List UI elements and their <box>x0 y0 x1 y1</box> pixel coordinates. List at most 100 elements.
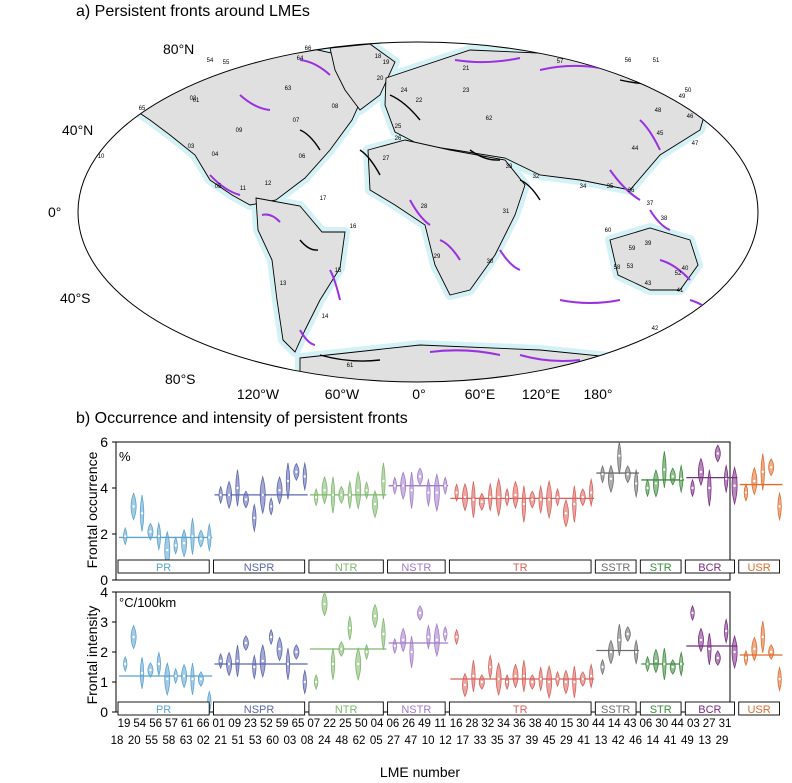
x-tick-label-top: 54 <box>133 718 146 730</box>
violin-median-dot <box>618 638 621 642</box>
violin-median-dot <box>556 496 559 499</box>
violin-median-dot <box>724 477 728 480</box>
violin-median-dot <box>589 491 593 494</box>
x-tick-label-top: 30 <box>655 718 668 730</box>
x-tick-label-top: 49 <box>418 718 431 730</box>
front-segment <box>319 354 381 362</box>
violin-median-dot <box>480 500 484 503</box>
violin-median-dot <box>253 516 256 520</box>
violin-median-dot <box>708 647 711 651</box>
front-segment <box>519 179 541 201</box>
x-tick-label-top: 01 <box>212 718 225 730</box>
lat-label-80s: 80°S <box>165 371 196 387</box>
x-tick-label-top: 09 <box>228 718 241 730</box>
violin-median-dot <box>522 502 526 506</box>
lme-label: 16 <box>350 224 357 230</box>
violin-median-dot <box>435 491 439 494</box>
violin-median-dot <box>227 662 231 666</box>
x-tick-label-top: 03 <box>687 718 700 730</box>
violin-median-dot <box>427 635 430 639</box>
lme-label: 38 <box>661 216 668 222</box>
lon-label-180: 180° <box>584 386 613 402</box>
lme-label: 51 <box>653 58 660 64</box>
violin-median-dot <box>691 486 694 490</box>
violin-median-dot <box>531 680 534 684</box>
lme-label: 03 <box>188 144 195 150</box>
x-tick-label-top: 66 <box>197 718 210 730</box>
lme-label: 48 <box>655 108 662 114</box>
violin-median-dot <box>514 674 517 678</box>
front-segment <box>239 94 271 111</box>
y-tick-label: 1 <box>100 674 108 690</box>
lme-label: 57 <box>557 59 564 65</box>
violin-median-dot <box>236 486 239 490</box>
violin-median-dot <box>724 629 728 633</box>
violin-median-dot <box>463 496 467 499</box>
lme-label: 26 <box>395 136 402 142</box>
violin-median-dot <box>373 614 377 618</box>
region-box <box>117 559 210 574</box>
lme-label: 47 <box>692 141 699 147</box>
violin-median-dot <box>769 466 773 469</box>
lme-label: 09 <box>236 128 243 134</box>
violin-median-dot <box>671 475 674 478</box>
region-label: NTR <box>335 562 358 574</box>
x-tick-label-top: 30 <box>576 718 589 730</box>
violin-median-dot <box>199 537 203 540</box>
x-tick-label-bottom: 33 <box>474 735 487 747</box>
violin-median-dot <box>573 502 576 506</box>
front-segment <box>559 299 621 304</box>
violin-median-dot <box>744 491 748 494</box>
lme-label: 23 <box>463 88 470 94</box>
violin-median-dot <box>331 662 335 666</box>
region-label: SSTR <box>601 704 630 716</box>
violin-median-dot <box>589 674 593 678</box>
violin-median-dot <box>733 484 736 487</box>
violin-median-dot <box>497 496 500 499</box>
lme-label: 25 <box>395 124 402 130</box>
violin-median-dot <box>564 680 568 684</box>
violin-median-dot <box>227 493 231 497</box>
front-segment <box>469 149 501 161</box>
violin-median-dot <box>174 674 177 678</box>
lme-label: 02 <box>190 96 197 102</box>
front-segment <box>389 94 421 121</box>
front-segment <box>689 99 716 111</box>
violin-median-dot <box>455 491 458 494</box>
violin-median-dot <box>244 641 248 645</box>
lme-label: 11 <box>240 186 247 192</box>
violin-median-dot <box>601 665 604 669</box>
y-tick-label: 4 <box>100 584 108 600</box>
x-tick-label-top: 57 <box>165 718 178 730</box>
region-box <box>639 701 682 716</box>
violin-median-dot <box>753 479 756 483</box>
y-tick-label: 2 <box>100 526 108 542</box>
lme-label: 59 <box>629 246 636 252</box>
violin-median-dot <box>663 662 666 666</box>
x-tick-label-top: 23 <box>244 718 257 730</box>
front-segment <box>454 57 521 64</box>
x-tick-label-top: 65 <box>292 718 305 730</box>
map-frame <box>77 41 759 383</box>
violin-median-dot <box>295 650 298 654</box>
x-tick-label-bottom: 46 <box>629 735 642 747</box>
y-tick-label: 0 <box>100 572 108 588</box>
x-tick-label-top: 40 <box>545 718 558 730</box>
region-box <box>308 559 384 574</box>
lon-label-60e: 60°E <box>465 386 496 402</box>
x-tick-label-bottom: 13 <box>698 735 711 747</box>
violin-median-dot <box>303 475 306 478</box>
x-tick-label-bottom: 21 <box>214 735 227 747</box>
x-tick-label-bottom: 42 <box>612 735 625 747</box>
x-tick-label-top: 06 <box>386 718 399 730</box>
front-segment <box>261 213 281 223</box>
violin-median-dot <box>261 659 264 663</box>
lme-label: 22 <box>416 98 423 104</box>
land <box>134 43 713 382</box>
front-segment <box>609 169 641 201</box>
lat-label-40s: 40°S <box>60 290 91 306</box>
lme-label: 33 <box>506 164 513 170</box>
lme-label: 27 <box>383 156 390 162</box>
